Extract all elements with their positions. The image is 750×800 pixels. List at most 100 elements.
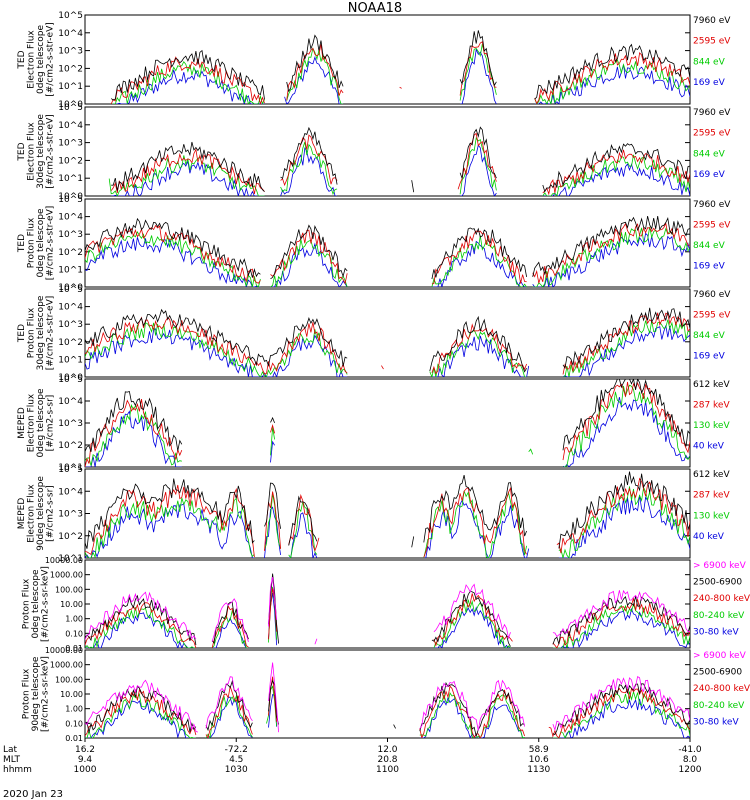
y-tick-label: 10^4 (58, 303, 83, 313)
legend-entry: 7960 eV (693, 200, 731, 210)
y-tick-label: 10^2 (58, 64, 83, 74)
legend-entry: 612 keV (693, 380, 730, 390)
y-axis-label: 0deg telescope (36, 25, 46, 95)
legend-entry: 2595 eV (693, 310, 731, 320)
y-tick-label: 10000.00 (45, 556, 83, 565)
x-row-label: hhmm (3, 765, 32, 775)
date-label: 2020 Jan 23 (3, 789, 63, 800)
y-axis-label: Proton Flux (22, 668, 32, 719)
y-tick-label: 10^3 (58, 139, 83, 149)
series-line (111, 48, 690, 104)
x-tick-label: -41.0 (678, 745, 702, 755)
y-tick-label: 1.00 (65, 615, 83, 624)
series-line (85, 216, 690, 280)
y-tick-label: 10^0 (58, 100, 83, 110)
x-tick-label: 1200 (679, 765, 702, 775)
legend-entry: 2500-6900 (693, 578, 742, 588)
legend-entry: 2595 eV (693, 129, 731, 139)
legend-entry: 7960 eV (693, 16, 731, 26)
panel-7: 0.01 0.10 1.00 10.00 100.00 1000.00 10000.00 Pr… (22, 556, 750, 653)
series-line (110, 132, 690, 196)
x-tick-label: 10.6 (529, 755, 549, 765)
y-tick-label: 100.00 (55, 585, 83, 594)
y-axis-label: TED (17, 50, 27, 69)
y-tick-label: 10^0 (58, 192, 83, 202)
panel-frame (84, 649, 691, 739)
y-tick-label: 1000.00 (50, 571, 83, 580)
x-row-label: Lat (3, 745, 18, 755)
legend-entry: > 6900 keV (693, 561, 747, 571)
series-group (85, 471, 690, 558)
y-axis-label: Electron Flux (26, 484, 36, 543)
y-tick-label: 10000.00 (45, 646, 83, 655)
x-row-label: MLT (3, 755, 21, 765)
y-tick-label: 10^0 (58, 373, 83, 383)
series-line (85, 471, 690, 549)
y-tick-label: 10^3 (58, 419, 83, 429)
y-tick-label: 10^2 (58, 156, 83, 166)
panel-frame (84, 14, 691, 105)
panel-1: 10^0 10^1 10^2 10^3 10^4 10^5 TED Electron Flux… (17, 11, 732, 110)
y-axis-label: MEPED (17, 407, 27, 439)
legend-entry: 2595 eV (693, 37, 731, 47)
y-axis-label: MEPED (17, 498, 27, 530)
series-line (110, 41, 690, 104)
x-tick-label: 1030 (225, 765, 248, 775)
series-line (85, 576, 690, 645)
x-tick-label: 9.4 (78, 755, 93, 765)
y-tick-label: 10.00 (60, 600, 83, 609)
legend-entry: 169 eV (693, 261, 726, 271)
y-tick-label: 10^5 (58, 11, 83, 21)
series-line (85, 379, 690, 452)
legend-entry: 240-800 keV (693, 594, 750, 604)
y-tick-label: 10^1 (58, 355, 83, 365)
y-axis-label: Proton Flux (22, 578, 32, 629)
panel-5: 10^1 10^2 10^3 10^4 10^5 MEPED Electron Flux 0d… (17, 375, 731, 473)
series-group (85, 216, 690, 287)
y-axis-label: [#/cm2-s-sr-keV] (41, 566, 51, 642)
x-tick-label: 12.0 (377, 745, 397, 755)
x-tick-label: 1000 (74, 765, 97, 775)
legend-entry: 844 eV (693, 241, 726, 251)
series-line (85, 495, 690, 558)
y-tick-label: 10^5 (58, 375, 83, 385)
series-line (111, 144, 690, 196)
legend-entry: 7960 eV (693, 108, 731, 118)
x-tick-label: 58.9 (529, 745, 549, 755)
panel-frame (84, 288, 691, 378)
y-tick-label: 1.00 (65, 705, 83, 714)
series-group (108, 126, 690, 196)
series-line (85, 397, 690, 467)
y-axis-label: Electron Flux (26, 122, 36, 181)
y-tick-label: 10^4 (58, 397, 83, 407)
panel-4: 10^0 10^1 10^2 10^3 10^4 10^5 TED Proton Flux 30… (17, 285, 732, 383)
x-tick-label: 1130 (527, 765, 550, 775)
x-tick-label: 8.0 (683, 755, 698, 765)
series-line (85, 573, 690, 647)
y-tick-label: 10^5 (58, 103, 83, 113)
legend-entry: 169 eV (693, 170, 726, 180)
series-line (85, 477, 690, 558)
legend-entry: 844 eV (693, 331, 726, 341)
y-axis-label: [#/cm2-s-str-eV] (45, 114, 55, 189)
y-tick-label: 10^1 (58, 265, 83, 275)
series-line (85, 222, 690, 285)
legend-entry: 240-800 keV (693, 684, 750, 694)
panel-8: 0.01 0.10 1.00 10.00 100.00 1000.00 10000.00 Pr… (22, 646, 750, 743)
series-line (108, 136, 690, 196)
series-line (111, 43, 690, 104)
y-tick-label: 10^4 (58, 213, 83, 223)
legend-entry: 2595 eV (693, 220, 731, 230)
legend-entry: 287 keV (693, 400, 730, 410)
y-tick-label: 10^2 (58, 532, 83, 542)
series-group (110, 30, 690, 104)
x-tick-label: -72.2 (225, 745, 248, 755)
y-tick-label: 10^4 (58, 487, 83, 497)
series-line (85, 312, 690, 375)
y-axis-label: [#/cm2-s-str-eV] (45, 22, 55, 97)
legend-entry: 612 keV (693, 470, 730, 480)
y-axis-label: [#/cm2-s-sr-keV] (41, 656, 51, 732)
legend-entry: 169 eV (693, 351, 726, 361)
legend-entry: 844 eV (693, 149, 726, 159)
series-line (85, 226, 690, 287)
